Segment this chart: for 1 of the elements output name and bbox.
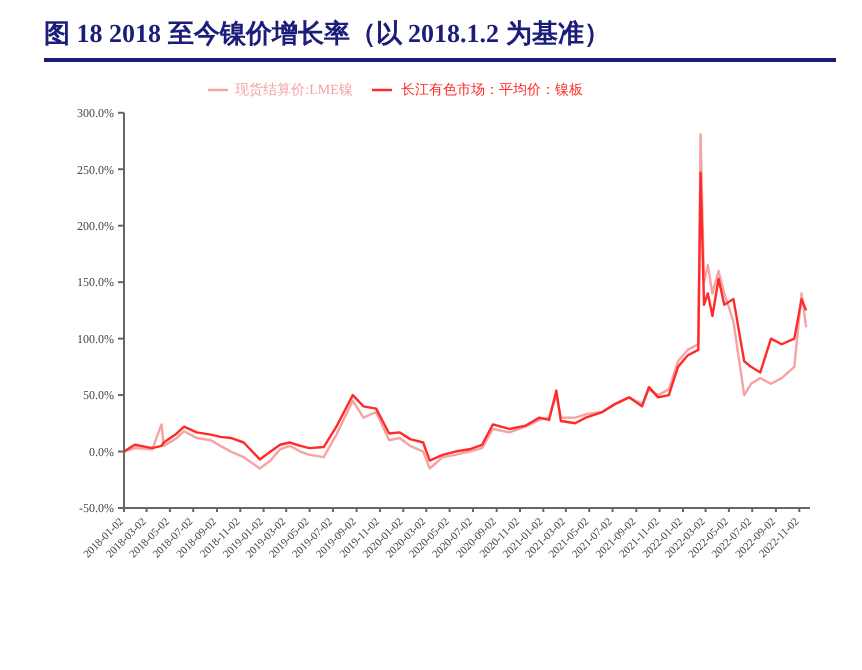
chart-title: 图 18 2018 至今镍价增长率（以 2018.1.2 为基准）	[44, 16, 836, 62]
